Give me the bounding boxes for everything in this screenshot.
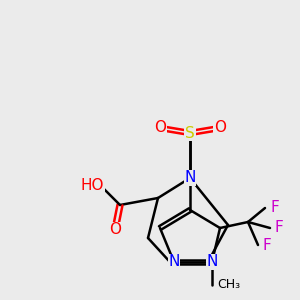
Text: HO: HO (80, 178, 104, 193)
Text: O: O (154, 121, 166, 136)
Text: S: S (185, 125, 195, 140)
Text: F: F (263, 238, 272, 253)
Text: O: O (214, 121, 226, 136)
Text: CH₃: CH₃ (217, 278, 240, 292)
Text: O: O (109, 223, 121, 238)
Text: F: F (275, 220, 284, 236)
Text: F: F (270, 200, 279, 215)
Text: N: N (168, 254, 180, 269)
Text: N: N (206, 254, 218, 269)
Text: N: N (184, 170, 196, 185)
